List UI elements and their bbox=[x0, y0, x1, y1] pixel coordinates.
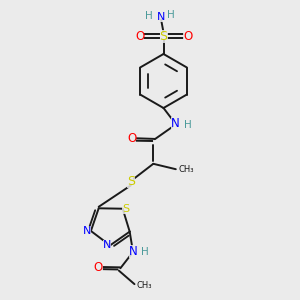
Text: H: H bbox=[141, 247, 149, 257]
Text: H: H bbox=[145, 11, 153, 21]
Text: N: N bbox=[129, 244, 138, 258]
Text: N: N bbox=[157, 11, 165, 22]
Text: CH₃: CH₃ bbox=[136, 281, 152, 290]
Text: CH₃: CH₃ bbox=[178, 165, 194, 174]
Text: H: H bbox=[167, 10, 175, 20]
Text: N: N bbox=[103, 240, 111, 250]
Text: N: N bbox=[83, 226, 92, 236]
Text: S: S bbox=[127, 175, 135, 188]
Text: O: O bbox=[135, 29, 144, 43]
Text: S: S bbox=[160, 29, 167, 43]
Text: O: O bbox=[127, 132, 136, 145]
Text: N: N bbox=[170, 117, 179, 130]
Text: O: O bbox=[183, 29, 192, 43]
Text: O: O bbox=[94, 261, 103, 274]
Text: S: S bbox=[122, 204, 129, 214]
Text: H: H bbox=[184, 120, 191, 130]
